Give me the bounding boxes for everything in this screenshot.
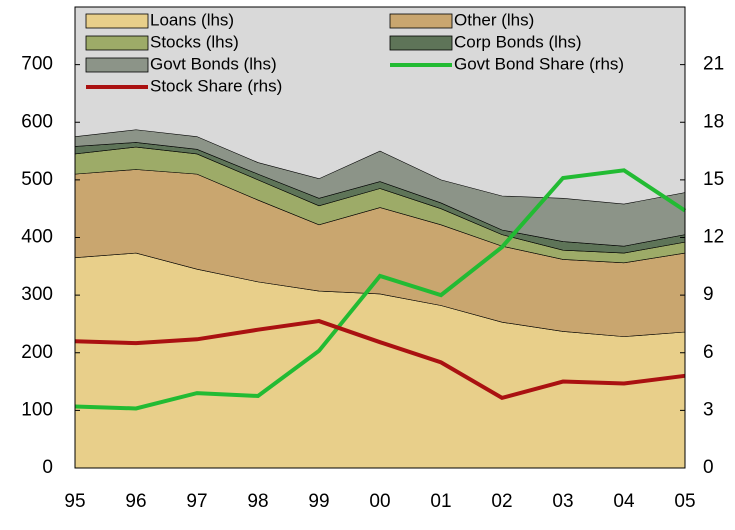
x-tick-label: 96 <box>125 491 146 512</box>
y2-tick-label: 6 <box>703 342 714 363</box>
legend-swatch <box>389 35 453 51</box>
legend-swatch <box>85 13 149 29</box>
y-tick-label: 400 <box>21 227 53 248</box>
y-tick-label: 200 <box>21 342 53 363</box>
legend-swatch <box>85 57 149 73</box>
y-tick-label: 600 <box>21 111 53 132</box>
legend-label: Corp Bonds (lhs) <box>454 32 582 51</box>
legend-swatch <box>85 35 149 51</box>
y2-tick-label: 15 <box>703 169 724 190</box>
y2-tick-label: 21 <box>703 54 724 75</box>
legend-label: Govt Bond Share (rhs) <box>454 54 624 73</box>
y-tick-label: 500 <box>21 169 53 190</box>
y2-tick-label: 18 <box>703 111 724 132</box>
y-tick-label: 0 <box>42 457 53 478</box>
y2-tick-label: 12 <box>703 227 724 248</box>
line <box>74 168 687 411</box>
y-tick-label: 100 <box>21 399 53 420</box>
x-tick-label: 99 <box>308 491 329 512</box>
y-tick-label: 700 <box>21 54 53 75</box>
legend-label: Stocks (lhs) <box>150 32 239 51</box>
line <box>74 319 686 401</box>
x-tick-label: 97 <box>186 491 207 512</box>
x-tick-label: 05 <box>674 491 695 512</box>
x-tick-label: 98 <box>247 491 268 512</box>
x-tick-label: 00 <box>369 491 390 512</box>
legend-swatch <box>389 13 453 29</box>
legend-label: Govt Bonds (lhs) <box>150 54 277 73</box>
y2-tick-label: 0 <box>703 457 714 478</box>
y-tick-label: 300 <box>21 284 53 305</box>
legend-label: Other (lhs) <box>454 10 534 29</box>
y2-tick-label: 9 <box>703 284 714 305</box>
y2-tick-label: 3 <box>703 399 714 420</box>
x-tick-label: 01 <box>430 491 451 512</box>
x-tick-label: 04 <box>613 491 635 512</box>
x-tick-label: 03 <box>552 491 573 512</box>
legend-label: Stock Share (rhs) <box>150 76 282 95</box>
x-tick-label: 95 <box>64 491 85 512</box>
legend-label: Loans (lhs) <box>150 10 234 29</box>
x-tick-label: 02 <box>491 491 512 512</box>
